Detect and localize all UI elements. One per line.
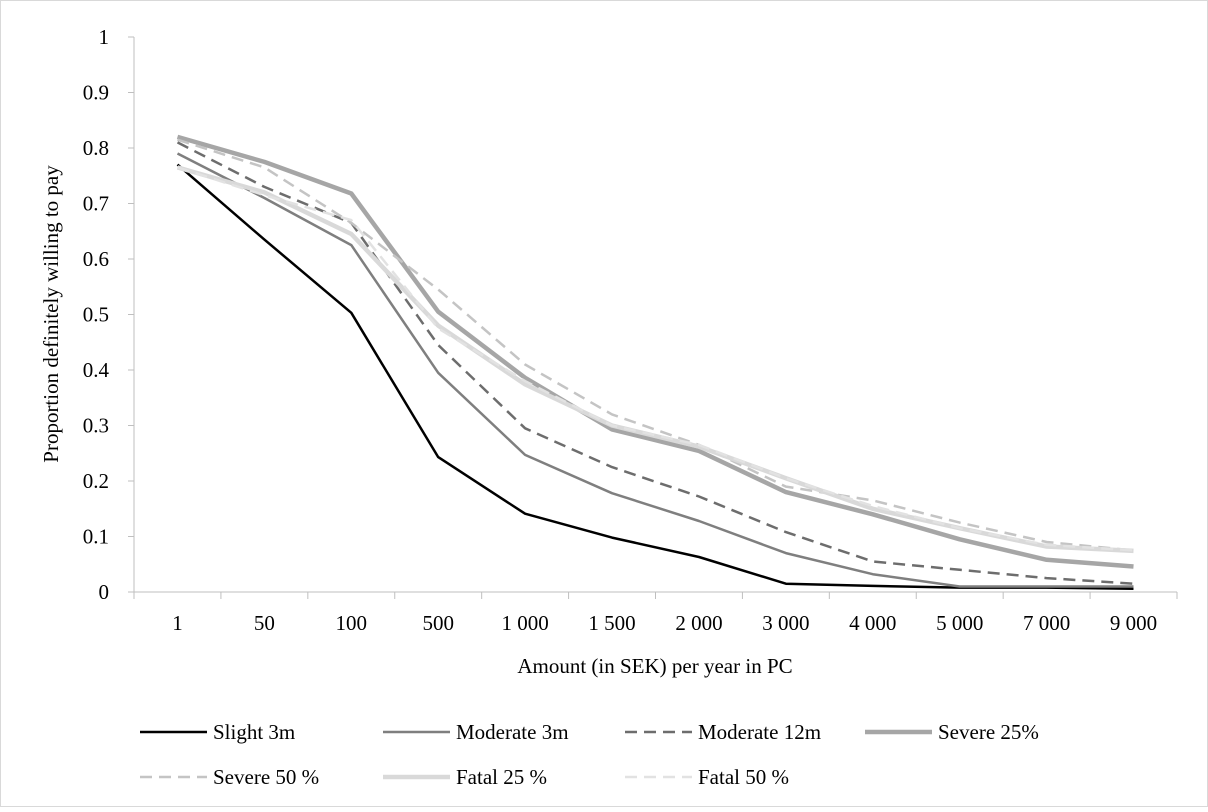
x-tick-label: 100 (336, 611, 368, 635)
legend-label: Moderate 12m (698, 720, 821, 744)
legend-label: Fatal 50 % (698, 765, 789, 789)
x-tick-label: 1 000 (502, 611, 549, 635)
x-tick-label: 7 000 (1023, 611, 1070, 635)
y-tick-label: 0.4 (83, 358, 110, 382)
legend-label: Severe 50 % (213, 765, 319, 789)
y-tick-label: 0.3 (83, 414, 109, 438)
series-line-3 (176, 141, 1134, 585)
y-axis-title: Proportion definitely willing to pay (39, 165, 63, 463)
series-line-4 (176, 134, 1134, 569)
x-tick-label: 9 000 (1110, 611, 1157, 635)
legend-label: Severe 25% (938, 720, 1039, 744)
x-tick-label: 1 (172, 611, 183, 635)
x-tick-label: 50 (254, 611, 275, 635)
y-tick-label: 0 (99, 580, 110, 604)
legend-item: Severe 50 % (140, 765, 319, 789)
series-line-5 (177, 138, 1134, 552)
legend-item: Moderate 3m (383, 720, 569, 744)
x-tick-label: 1 500 (588, 611, 635, 635)
y-axis: 0 0.1 0.2 0.3 0.4 0.5 0.6 0.7 0.8 0.9 1 (83, 25, 135, 604)
legend-label: Moderate 3m (456, 720, 569, 744)
x-axis-title: Amount (in SEK) per year in PC (517, 654, 792, 678)
series-line-2 (176, 152, 1134, 588)
y-tick-label: 0.9 (83, 81, 109, 105)
y-tick-label: 0.6 (83, 247, 109, 271)
y-tick-label: 0.8 (83, 136, 109, 160)
y-tick-label: 0.1 (83, 525, 109, 549)
legend: Slight 3m Moderate 3m Moderate 12m Severe 2… (140, 720, 1039, 789)
x-axis: 1 50 100 500 1 000 1 500 2 000 3 000 4 000 5 000 7… (133, 591, 1178, 635)
legend-item: Fatal 25 % (383, 765, 547, 789)
y-tick-label: 0.7 (83, 192, 109, 216)
legend-item: Moderate 12m (625, 720, 821, 744)
y-tick-label: 0.2 (83, 469, 109, 493)
legend-item: Slight 3m (140, 720, 295, 744)
y-tick-label: 0.5 (83, 303, 109, 327)
x-tick-label: 5 000 (936, 611, 983, 635)
x-tick-label: 4 000 (849, 611, 896, 635)
series-layer (176, 134, 1134, 590)
legend-item: Severe 25% (865, 720, 1039, 744)
legend-label: Fatal 25 % (456, 765, 547, 789)
x-tick-label: 3 000 (762, 611, 809, 635)
y-tick-label: 1 (99, 25, 110, 49)
x-tick-label: 2 000 (675, 611, 722, 635)
legend-label: Slight 3m (213, 720, 295, 744)
legend-item: Fatal 50 % (625, 765, 789, 789)
x-tick-label: 500 (422, 611, 454, 635)
series-line-7 (177, 166, 1134, 552)
